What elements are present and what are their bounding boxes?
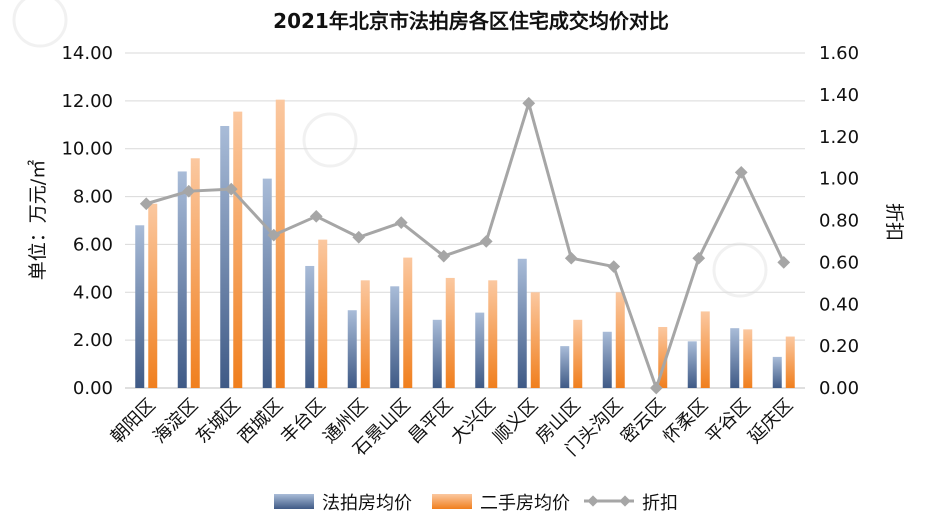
y2-tick-label: 0.00 xyxy=(819,378,859,399)
legend-swatch-auction xyxy=(274,494,314,509)
discount-point-5 xyxy=(352,230,366,244)
bar-auction-6 xyxy=(390,286,400,388)
y2-tick-label: 0.60 xyxy=(819,252,859,273)
category-label: 怀柔区 xyxy=(659,395,712,448)
category-label: 昌平区 xyxy=(404,395,457,448)
bar-secondhand-14 xyxy=(743,329,753,388)
legend-swatch-secondhand xyxy=(432,494,472,509)
bars xyxy=(135,99,795,389)
category-label: 西城区 xyxy=(234,395,287,448)
y-tick-label: 0.00 xyxy=(73,378,113,399)
discount-point-6 xyxy=(394,216,408,229)
category-label: 丰台区 xyxy=(277,395,330,448)
y2-tick-label: 0.40 xyxy=(819,294,859,315)
bar-secondhand-6 xyxy=(403,257,413,388)
category-label: 大兴区 xyxy=(447,395,500,448)
bar-secondhand-9 xyxy=(530,292,540,388)
bar-auction-7 xyxy=(432,319,442,388)
category-label: 顺义区 xyxy=(489,395,542,448)
discount-point-2 xyxy=(224,182,238,196)
y-tick-label: 12.00 xyxy=(61,91,113,112)
y2-tick-label: 1.40 xyxy=(819,85,859,106)
discount-line xyxy=(139,96,791,395)
discount-series-line xyxy=(145,101,786,390)
y-tick-label: 8.00 xyxy=(73,187,113,208)
discount-point-0 xyxy=(139,197,153,211)
y-tick-label: 6.00 xyxy=(73,234,113,255)
bar-auction-15 xyxy=(772,356,782,388)
bar-secondhand-11 xyxy=(615,292,625,388)
discount-point-14 xyxy=(734,165,748,179)
bar-secondhand-4 xyxy=(318,239,328,388)
discount-point-15 xyxy=(777,256,791,269)
discount-point-4 xyxy=(309,209,323,223)
discount-point-9 xyxy=(522,96,536,110)
y-tick-label: 14.00 xyxy=(61,43,113,64)
bar-secondhand-0 xyxy=(148,203,158,388)
y2-axis-label: 折扣 xyxy=(883,203,905,241)
bar-secondhand-12 xyxy=(658,326,668,388)
bar-secondhand-15 xyxy=(785,336,795,388)
bar-auction-2 xyxy=(220,125,230,388)
bar-auction-8 xyxy=(475,312,485,388)
chart-title: 2021年北京市法拍房各区住宅成交均价对比 xyxy=(273,9,669,33)
bar-auction-0 xyxy=(135,225,145,388)
y2-tick-label: 1.00 xyxy=(819,169,859,190)
discount-point-13 xyxy=(692,251,706,265)
bar-auction-9 xyxy=(517,258,527,388)
legend-label-auction: 法拍房均价 xyxy=(322,493,412,514)
bar-auction-14 xyxy=(730,328,740,388)
legend-label-discount: 折扣 xyxy=(642,493,678,514)
y-tick-label: 4.00 xyxy=(73,282,113,303)
right-axis-ticks: 0.00 0.20 0.40 0.60 0.80 1.00 1.20 1.40 1.60 xyxy=(819,43,859,399)
bar-secondhand-2 xyxy=(233,111,243,388)
bar-secondhand-3 xyxy=(275,99,285,389)
bar-secondhand-5 xyxy=(360,280,370,388)
category-label: 平谷区 xyxy=(702,395,755,448)
category-label: 朝阳区 xyxy=(107,395,160,448)
legend: 法拍房均价 二手房均价 折扣 xyxy=(274,493,678,514)
category-label: 延庆区 xyxy=(744,395,797,448)
category-label: 密云区 xyxy=(617,395,670,448)
discount-point-8 xyxy=(479,235,493,248)
discount-point-3 xyxy=(267,228,281,242)
bar-secondhand-8 xyxy=(488,280,498,388)
legend-label-secondhand: 二手房均价 xyxy=(480,493,570,514)
category-label: 东城区 xyxy=(192,395,245,448)
discount-point-10 xyxy=(564,251,578,265)
discount-point-7 xyxy=(437,249,451,263)
y2-tick-label: 1.20 xyxy=(819,127,859,148)
bar-auction-10 xyxy=(560,346,570,388)
bar-secondhand-10 xyxy=(573,319,583,388)
bar-auction-11 xyxy=(602,331,612,388)
bar-auction-13 xyxy=(687,341,697,388)
bar-secondhand-7 xyxy=(445,277,455,388)
y-tick-label: 10.00 xyxy=(61,139,113,160)
category-labels: 朝阳区海淀区东城区西城区丰台区通州区石景山区昌平区大兴区顺义区房山区门头沟区密云… xyxy=(107,395,798,461)
y2-tick-label: 0.20 xyxy=(819,336,859,357)
discount-point-11 xyxy=(607,260,621,273)
y2-tick-label: 1.60 xyxy=(819,43,859,64)
y-axis-label: 单位：万元/㎡ xyxy=(26,160,49,280)
left-axis-ticks: 0.00 2.00 4.00 6.00 8.00 10.00 12.00 14.00 xyxy=(61,43,113,399)
discount-point-1 xyxy=(182,184,196,198)
category-label: 海淀区 xyxy=(149,395,202,448)
bar-auction-3 xyxy=(262,178,272,388)
legend-marker-discount-right xyxy=(619,495,631,507)
bar-auction-1 xyxy=(177,171,187,388)
watermark xyxy=(12,0,768,298)
y2-tick-label: 0.80 xyxy=(819,211,859,232)
y-tick-label: 2.00 xyxy=(73,330,113,351)
bar-auction-5 xyxy=(347,310,357,388)
bar-secondhand-1 xyxy=(190,158,200,388)
bar-secondhand-13 xyxy=(700,311,710,388)
legend-marker-discount-left xyxy=(587,495,599,507)
bar-auction-4 xyxy=(305,265,315,388)
